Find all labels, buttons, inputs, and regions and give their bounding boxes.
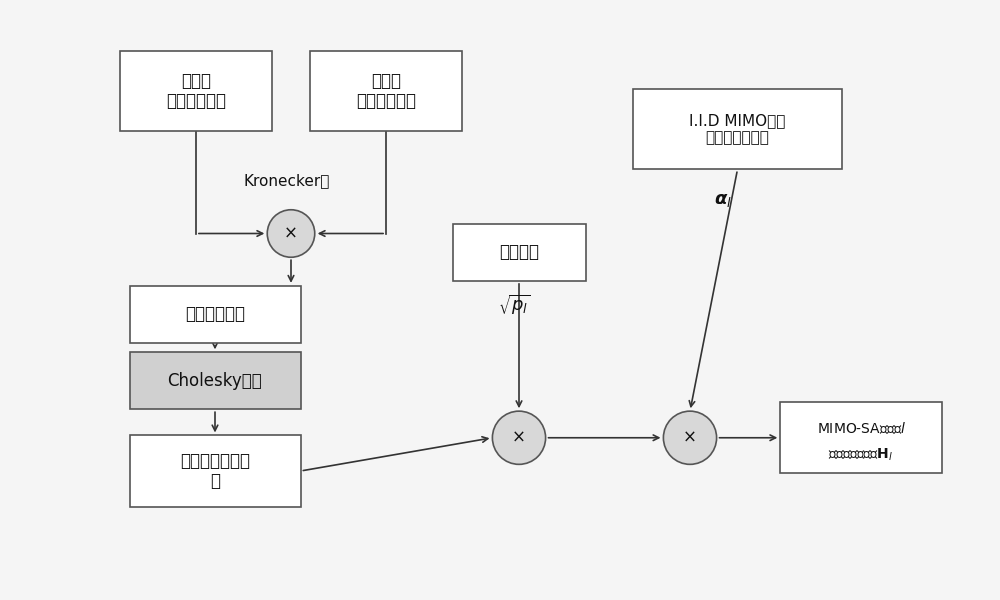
FancyBboxPatch shape (120, 50, 272, 131)
Text: Kronecker积: Kronecker积 (243, 173, 329, 188)
Text: ×: × (284, 224, 298, 242)
FancyBboxPatch shape (310, 50, 462, 131)
Text: ×: × (512, 429, 526, 447)
Text: Cholesky分解: Cholesky分解 (168, 372, 262, 390)
Text: $\boldsymbol{\alpha}_l$: $\boldsymbol{\alpha}_l$ (714, 191, 732, 209)
Text: 整体相关矩阵: 整体相关矩阵 (185, 305, 245, 323)
Text: $\sqrt{p_l}$: $\sqrt{p_l}$ (498, 293, 531, 317)
FancyBboxPatch shape (130, 286, 301, 343)
Circle shape (267, 210, 315, 257)
Text: 径信道系数矩阵$\mathbf{H}_l$: 径信道系数矩阵$\mathbf{H}_l$ (828, 446, 894, 463)
FancyBboxPatch shape (780, 402, 942, 473)
Text: MIMO-SA信道第$l$: MIMO-SA信道第$l$ (817, 421, 905, 436)
Circle shape (492, 411, 546, 464)
FancyBboxPatch shape (130, 352, 301, 409)
FancyBboxPatch shape (633, 89, 842, 169)
Text: 移动端
天线相关矩阵: 移动端 天线相关矩阵 (166, 71, 226, 110)
FancyBboxPatch shape (452, 224, 586, 281)
Text: 路径功率: 路径功率 (499, 244, 539, 262)
Text: ×: × (683, 429, 697, 447)
Text: 空间相关成形矩
阵: 空间相关成形矩 阵 (180, 452, 250, 490)
Text: 基站端
波束相关矩阵: 基站端 波束相关矩阵 (356, 71, 416, 110)
Circle shape (663, 411, 717, 464)
Text: I.I.D MIMO信道
的路径衰落系数: I.I.D MIMO信道 的路径衰落系数 (689, 113, 786, 145)
FancyBboxPatch shape (130, 436, 301, 506)
